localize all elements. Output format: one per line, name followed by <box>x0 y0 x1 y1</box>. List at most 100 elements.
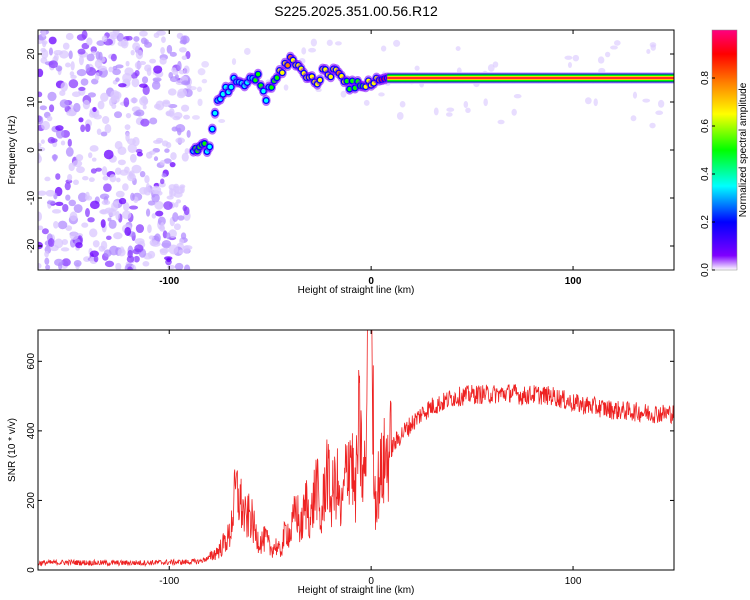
spectrogram-noise-blob <box>46 115 53 122</box>
spectrogram-noise-blob <box>149 58 157 64</box>
spectrogram-noise-blob <box>610 45 618 50</box>
spectrogram-noise-blob <box>201 60 210 68</box>
spectrogram-noise-blob <box>59 90 66 97</box>
spectrogram-noise-blob <box>133 255 140 263</box>
spectrogram-noise-blob <box>301 47 307 55</box>
spectrogram-noise-blob <box>70 61 75 71</box>
spectrogram-noise-blob <box>38 142 42 148</box>
spectrogram-noise-blob <box>158 181 166 188</box>
spectrogram-noise-blob <box>144 175 150 184</box>
spectrogram-noise-blob <box>177 88 188 97</box>
spectrogram-noise-blob <box>130 97 138 104</box>
spectrogram-noise-blob <box>176 199 182 204</box>
spectrogram-noise-blob <box>179 47 187 53</box>
spectrogram-noise-blob <box>135 224 145 234</box>
colorbar-tick-label: 0.4 <box>700 167 711 181</box>
spectrogram-noise-blob <box>127 173 136 182</box>
spectrogram-noise-blob <box>146 67 152 77</box>
spectrogram-ridge-core <box>269 85 274 90</box>
spectrogram-noise-blob <box>96 128 102 135</box>
spectrogram-noise-blob <box>87 92 97 98</box>
spectrogram-noise-blob <box>39 105 47 111</box>
spectrogram-noise-blob <box>77 192 88 203</box>
spectrogram-noise-blob <box>153 32 160 39</box>
spectrogram-noise-blob <box>326 39 333 46</box>
spectrogram-noise-blob <box>38 115 44 125</box>
spectrogram-noise-blob <box>163 201 173 210</box>
snr-series-line <box>38 330 674 568</box>
spectrogram-noise-blob <box>642 98 651 103</box>
spectrogram-noise-blob <box>154 201 164 210</box>
spectrogram-noise-blob <box>64 182 71 191</box>
spectrogram-noise-blob <box>115 262 122 270</box>
spectrogram-heatmap <box>38 30 674 270</box>
spectrogram-noise-blob <box>168 244 179 255</box>
spectrogram-noise-blob <box>131 77 140 88</box>
spectrogram-noise-blob <box>41 30 47 38</box>
spectrogram-noise-blob <box>85 207 90 218</box>
spectrogram-ridge-core <box>328 74 333 79</box>
spectrogram-ridge-core <box>212 111 218 116</box>
spectrogram-noise-blob <box>147 250 156 259</box>
spectrogram-noise-blob <box>92 106 97 113</box>
figure-title: S225.2025.351.00.56.R12 <box>274 3 438 19</box>
spectrogram-noise-blob <box>101 35 108 42</box>
spectrogram-noise-blob <box>73 102 81 113</box>
spectrogram-noise-blob <box>117 159 126 166</box>
spectrogram-noise-blob <box>38 190 47 196</box>
spectrogram-noise-blob <box>100 240 108 251</box>
spectrogram-noise-blob <box>40 139 45 144</box>
spectrogram-noise-blob <box>649 42 657 48</box>
spectrogram-noise-blob <box>151 193 160 203</box>
spectrogram-noise-blob <box>180 232 187 240</box>
spectrogram-noise-blob <box>191 115 200 120</box>
spectrogram-noise-blob <box>160 222 165 231</box>
spectrogram-noise-blob <box>283 84 289 91</box>
spectrogram-noise-blob <box>46 200 56 205</box>
spectrogram-noise-blob <box>90 46 98 53</box>
spectrogram-noise-blob <box>151 80 161 90</box>
spectrogram-noise-blob <box>69 211 78 222</box>
spectrogram-noise-blob <box>97 100 105 110</box>
spectrogram-noise-blob <box>90 168 97 174</box>
spectrogram-noise-blob <box>142 261 150 267</box>
spectrogram-noise-blob <box>49 104 55 113</box>
spectrogram-noise-blob <box>149 239 158 247</box>
spectrogram-noise-blob <box>169 161 176 168</box>
spectrogram-noise-blob <box>100 92 109 102</box>
spectrogram-noise-blob <box>50 138 58 143</box>
spectrogram-noise-blob <box>109 97 114 107</box>
spectrogram-noise-blob <box>120 39 129 49</box>
spectrogram-ridge-core <box>280 70 285 75</box>
spectrogram-noise-blob <box>102 116 110 125</box>
spectrogram-noise-blob <box>40 57 48 64</box>
spectrogram-noise-blob <box>106 235 112 241</box>
spectrogram-noise-blob <box>45 264 51 270</box>
spectrogram-noise-blob <box>108 66 114 73</box>
spectrogram-noise-blob <box>177 60 182 71</box>
spectrogram-noise-blob <box>47 91 57 102</box>
spectrogram-noise-blob <box>181 55 188 61</box>
spectrogram-noise-blob <box>114 111 123 119</box>
spectrogram-noise-blob <box>132 42 141 51</box>
spectrogram-noise-blob <box>108 31 119 38</box>
snr-panel: -100 0 100 0 200 400 600 Height of straight li… <box>7 329 675 596</box>
spectrogram-ridge-core <box>263 98 269 103</box>
spectrogram-noise-blob <box>140 95 148 104</box>
spectrogram-noise-blob <box>172 212 179 222</box>
spectrogram-noise-blob <box>155 137 164 143</box>
spectrogram-noise-blob <box>151 213 157 219</box>
spectrogram-ridge-core <box>255 72 261 77</box>
spectrogram-noise-blob <box>128 205 139 210</box>
spectrogram-noise-blob <box>165 142 172 149</box>
spectrogram-ridge-core <box>285 63 290 68</box>
snr-frame <box>37 329 675 571</box>
spectrogram-noise-blob <box>84 123 91 133</box>
spectrogram-noise-blob <box>48 47 54 56</box>
spectrogram-noise-blob <box>104 260 115 268</box>
spectrogram-noise-blob <box>144 41 153 48</box>
spectrogram-noise-blob <box>86 37 93 46</box>
spectrogram-noise-blob <box>124 226 132 236</box>
spectrogram-noise-blob <box>122 183 129 191</box>
